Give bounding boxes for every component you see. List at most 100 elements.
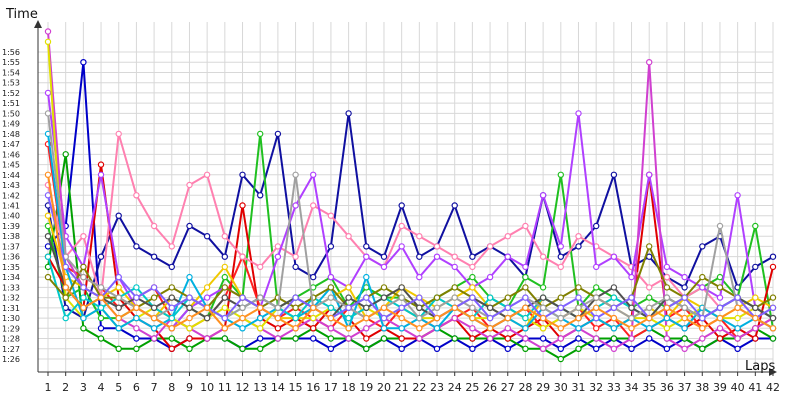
data-point [150, 294, 158, 301]
data-point [610, 294, 618, 301]
data-point [274, 253, 282, 260]
data-point [575, 345, 582, 352]
data-point [398, 325, 405, 332]
data-point [716, 314, 724, 322]
data-point [239, 294, 246, 301]
data-point [115, 345, 122, 352]
data-point [469, 284, 476, 291]
data-point [769, 253, 777, 260]
data-point [168, 304, 175, 311]
data-point [257, 335, 264, 342]
data-point [327, 294, 335, 301]
y-tick-label: 1:46 [2, 150, 20, 159]
data-point [327, 304, 335, 311]
data-point [522, 273, 529, 281]
x-tick-label: 11 [218, 381, 232, 394]
data-point [221, 304, 228, 311]
data-point [168, 294, 175, 301]
data-point [221, 232, 228, 240]
data-point [327, 335, 335, 342]
data-point [168, 335, 175, 342]
data-point [769, 294, 777, 301]
y-tick-label: 1:30 [2, 314, 20, 323]
data-point [62, 151, 69, 158]
data-point [186, 335, 193, 342]
data-point [398, 243, 405, 250]
x-tick-label: 30 [554, 381, 568, 394]
data-point [557, 171, 565, 178]
data-point [681, 304, 688, 311]
data-point [433, 304, 441, 311]
data-point [416, 294, 423, 301]
data-point [469, 273, 476, 281]
data-point [44, 243, 52, 250]
data-point [186, 304, 193, 311]
data-point [557, 345, 565, 352]
data-point [274, 304, 282, 311]
data-point [522, 335, 529, 342]
data-point [97, 314, 105, 322]
y-tick-label: 1:26 [2, 355, 20, 364]
data-point [451, 314, 458, 322]
data-point [274, 335, 282, 342]
data-point [274, 130, 282, 138]
data-point [752, 325, 759, 332]
data-point [469, 345, 476, 352]
data-point [44, 110, 52, 117]
data-point [539, 325, 547, 332]
data-point [80, 284, 87, 291]
data-point [716, 335, 724, 342]
data-point [575, 325, 582, 332]
data-point [575, 335, 582, 342]
x-tick-label: 33 [607, 381, 621, 394]
data-point [716, 284, 724, 291]
data-point [380, 325, 388, 332]
x-tick-label: 36 [660, 381, 674, 394]
data-point [539, 192, 547, 199]
data-point [610, 314, 618, 322]
data-point [433, 314, 441, 322]
data-point [469, 263, 476, 271]
data-point [44, 28, 52, 35]
data-point [44, 232, 52, 240]
y-tick-label: 1:29 [2, 324, 20, 333]
data-point [186, 325, 193, 332]
data-point [203, 284, 211, 291]
data-point [363, 335, 370, 342]
x-tick-label: 41 [748, 381, 762, 394]
data-point [451, 202, 458, 209]
data-point [257, 325, 264, 332]
data-point [663, 304, 671, 311]
series-layer [44, 28, 777, 363]
data-point [522, 263, 529, 271]
data-point [539, 253, 547, 260]
data-point [363, 253, 370, 260]
data-point [557, 325, 565, 332]
data-point [239, 325, 246, 332]
data-point [80, 232, 87, 240]
data-point [363, 304, 370, 311]
x-tick-label: 35 [642, 381, 656, 394]
data-point [769, 314, 777, 322]
data-point [221, 294, 228, 301]
x-tick-label: 4 [98, 381, 105, 394]
data-point [522, 345, 529, 352]
data-point [380, 263, 388, 271]
data-point [575, 243, 582, 250]
x-tick-label: 22 [412, 381, 426, 394]
data-point [769, 263, 777, 271]
data-point [345, 335, 352, 342]
data-point [610, 253, 618, 260]
y-tick-label: 1:42 [2, 191, 20, 200]
data-point [115, 130, 122, 138]
data-point [115, 294, 122, 301]
x-tick-label: 29 [536, 381, 550, 394]
y-tick-label: 1:43 [2, 181, 20, 190]
data-point [628, 335, 635, 342]
data-point [186, 314, 193, 322]
data-point [168, 345, 175, 352]
data-point [62, 314, 69, 322]
data-point [575, 110, 582, 117]
data-point [310, 171, 317, 178]
data-point [593, 345, 600, 352]
